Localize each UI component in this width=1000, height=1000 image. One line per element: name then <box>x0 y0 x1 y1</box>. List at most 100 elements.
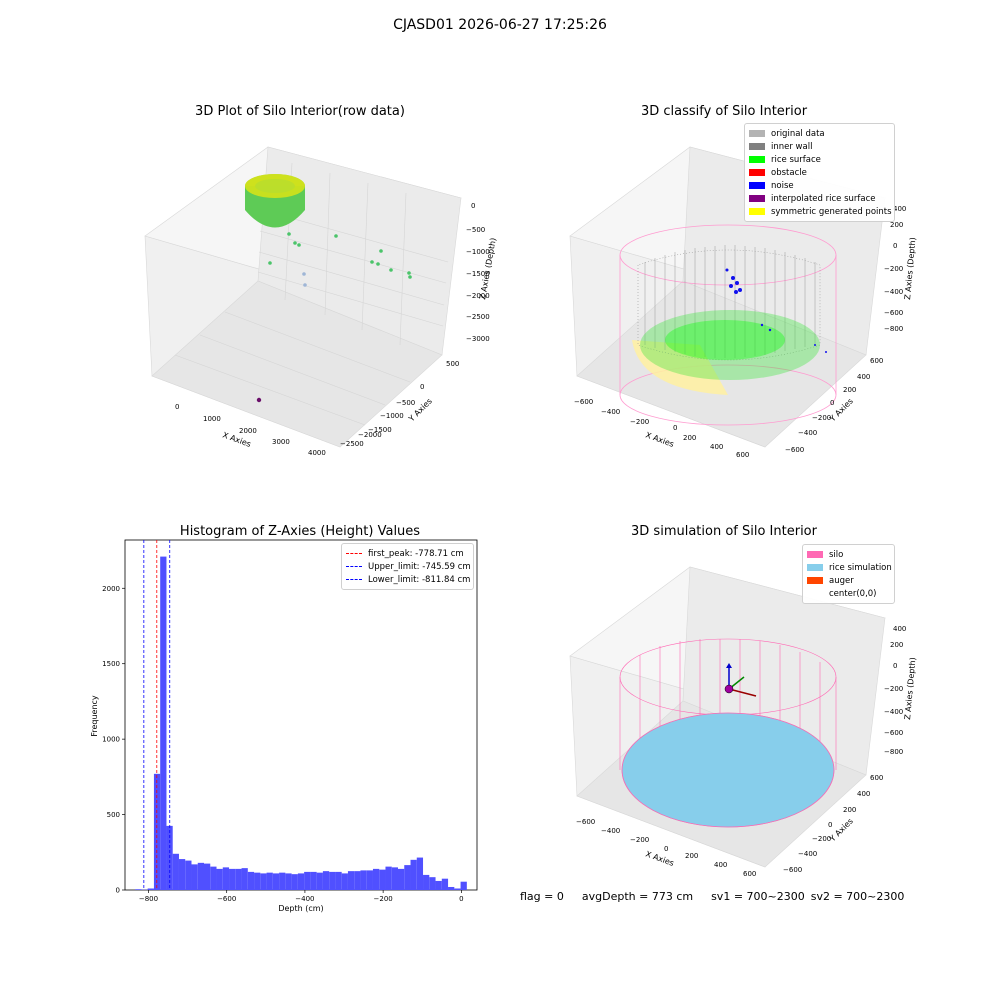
histogram-bar <box>297 873 305 890</box>
svg-text:−800: −800 <box>884 748 903 756</box>
histogram-bar <box>416 857 424 890</box>
svg-text:−200: −200 <box>884 685 903 693</box>
raw-y-tick-labels: 500 0 −500 −1000 −1500 −2000 −2500 <box>340 360 459 448</box>
svg-text:500: 500 <box>446 360 459 368</box>
histogram-bar <box>204 863 211 890</box>
svg-text:−1500: −1500 <box>368 426 392 434</box>
histogram-bar <box>329 871 336 890</box>
histogram-bar <box>454 888 461 890</box>
histogram-bar <box>260 873 267 890</box>
y-tick-label: 500 <box>107 811 120 819</box>
histogram-bar <box>335 871 342 890</box>
avg-depth-text: avgDepth = 773 cm <box>581 890 694 903</box>
svg-text:600: 600 <box>870 357 883 365</box>
legend-item-silo: silo <box>807 548 890 561</box>
svg-text:600: 600 <box>743 870 756 878</box>
histogram-bar <box>347 871 355 890</box>
simulation-y-tick-labels: 600 400 200 0 −200 −400 −600 <box>783 774 883 874</box>
x-tick-label: −800 <box>139 895 158 903</box>
svg-text:−400: −400 <box>884 708 903 716</box>
histogram-y-ticks: 0 500 1000 1500 2000 <box>102 585 125 895</box>
histogram-bar <box>160 556 167 890</box>
svg-text:−1000: −1000 <box>466 248 490 256</box>
classify-x-tick-labels: −600 −400 −200 0 200 400 600 <box>574 398 749 459</box>
svg-text:−800: −800 <box>884 325 903 333</box>
legend-item-original-data: original data <box>749 127 890 140</box>
raw-axes-panes <box>144 146 462 448</box>
svg-text:4000: 4000 <box>308 449 326 457</box>
histogram-reference-lines <box>143 540 171 890</box>
legend-item-upper-limit: Upper_limit: -745.59 cm <box>346 560 471 573</box>
classify-z-tick-labels: 400 200 0 −200 −400 −600 −800 <box>884 205 906 333</box>
svg-text:−400: −400 <box>601 827 620 835</box>
histogram-bar <box>316 872 323 890</box>
simulation-3d-plot[interactable]: 400 200 0 −200 −400 −600 −800 Z Axies (D… <box>500 550 1000 880</box>
svg-text:400: 400 <box>893 205 906 213</box>
raw-3d-plot[interactable]: 0 −500 −1000 −1500 −2000 −2500 −3000 Z A… <box>0 130 500 480</box>
raw-z-axis-label: Z Axies (Depth) <box>478 237 498 300</box>
histogram-bar <box>322 871 330 890</box>
status-footer: flag = 0 avgDepth = 773 cm sv1 = 700~2300 s… <box>520 890 922 903</box>
svg-text:−200: −200 <box>630 418 649 426</box>
classify-3d-plot[interactable]: 400 200 0 −200 −400 −600 −800 Z Axies (D… <box>500 130 1000 480</box>
x-tick-label: −600 <box>217 895 236 903</box>
svg-text:0: 0 <box>893 242 897 250</box>
histogram-bar <box>341 873 348 890</box>
sv1-text: sv1 = 700~2300 <box>711 890 805 903</box>
histogram-bar <box>429 877 436 890</box>
histogram-bar <box>397 868 405 890</box>
svg-text:400: 400 <box>714 861 727 869</box>
y-tick-label: 0 <box>116 887 120 895</box>
legend-line <box>346 579 362 580</box>
histogram-bar <box>423 874 430 890</box>
y-tick-label: 1000 <box>102 736 120 744</box>
x-tick-label: −200 <box>374 895 393 903</box>
histogram-legend: first_peak: -778.71 cm Upper_limit: -745… <box>341 543 474 590</box>
histogram-bar <box>435 880 442 890</box>
histogram-frame <box>124 539 478 891</box>
auger-axes-marker <box>724 663 757 697</box>
svg-text:−200: −200 <box>812 835 831 843</box>
svg-text:−500: −500 <box>466 226 485 234</box>
legend-swatch <box>807 577 823 584</box>
svg-text:−200: −200 <box>884 265 903 273</box>
histogram-bar <box>304 871 311 890</box>
svg-text:−2000: −2000 <box>466 292 490 300</box>
svg-text:0: 0 <box>673 424 677 432</box>
svg-text:−400: −400 <box>884 288 903 296</box>
svg-text:−1000: −1000 <box>380 412 404 420</box>
histogram-bar <box>185 860 192 890</box>
histogram-bar <box>372 868 380 890</box>
legend-item-noise: noise <box>749 179 890 192</box>
histogram-bar <box>385 866 392 890</box>
svg-text:2000: 2000 <box>239 427 257 435</box>
svg-text:−3000: −3000 <box>466 335 490 343</box>
svg-text:200: 200 <box>890 641 903 649</box>
svg-text:0: 0 <box>175 403 179 411</box>
x-tick-label: 0 <box>459 895 463 903</box>
legend-item-obstacle: obstacle <box>749 166 890 179</box>
simulation-plot-title: 3D simulation of Silo Interior <box>631 524 817 539</box>
histogram-chart[interactable]: −800 −600 −400 −200 0 0 500 1000 1500 2000 Depth… <box>0 520 500 920</box>
histogram-bar <box>360 870 367 890</box>
y-tick-label: 1500 <box>102 660 120 668</box>
legend-item-interpolated-rice-surface: interpolated rice surface <box>749 192 890 205</box>
svg-text:−600: −600 <box>884 309 903 317</box>
svg-text:200: 200 <box>890 221 903 229</box>
svg-text:−2500: −2500 <box>466 313 490 321</box>
histogram-bar <box>354 871 361 890</box>
legend-swatch <box>749 143 765 150</box>
svg-text:600: 600 <box>870 774 883 782</box>
raw-z-tick-labels: 0 −500 −1000 −1500 −2000 −2500 −3000 <box>466 202 490 343</box>
svg-text:−600: −600 <box>884 729 903 737</box>
histogram-bar <box>172 853 179 890</box>
histogram-bar <box>410 859 417 890</box>
svg-text:400: 400 <box>857 790 870 798</box>
legend-line <box>346 553 362 554</box>
histogram-bar <box>135 889 142 890</box>
svg-text:0: 0 <box>828 821 832 829</box>
svg-text:200: 200 <box>685 852 698 860</box>
histogram-bar <box>222 867 230 890</box>
x-tick-label: −400 <box>295 895 314 903</box>
sv2-text: sv2 = 700~2300 <box>810 890 905 903</box>
